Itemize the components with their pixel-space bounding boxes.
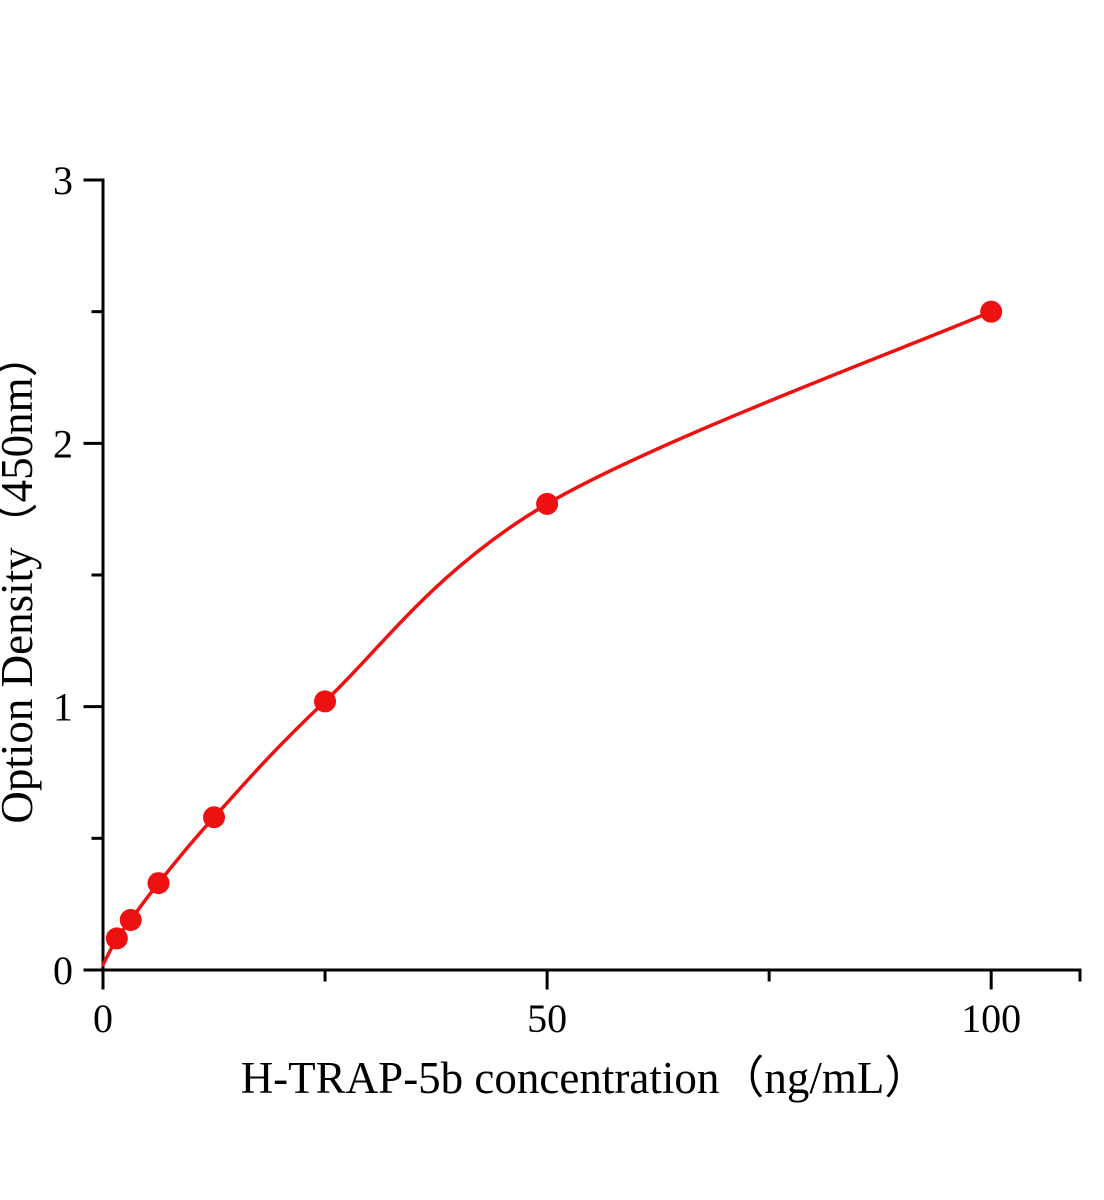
data-point <box>203 806 226 829</box>
y-tick-label: 2 <box>53 421 73 466</box>
x-axis-title: H-TRAP-5b concentration（ng/mL） <box>241 1053 930 1103</box>
data-point <box>147 872 170 895</box>
y-tick-label: 0 <box>53 948 73 993</box>
x-tick-label: 0 <box>93 996 113 1041</box>
y-tick-label: 3 <box>53 158 73 203</box>
x-tick-label: 50 <box>527 996 567 1041</box>
fit-curve <box>101 309 993 967</box>
data-point <box>980 300 1003 323</box>
y-axis-title: Option Density（450nm） <box>0 332 42 823</box>
data-points <box>105 300 1003 950</box>
data-point <box>314 690 337 713</box>
axes <box>83 178 1082 990</box>
data-point <box>105 927 128 950</box>
tick-labels: 0 50 100 0 1 2 3 <box>53 158 1021 1041</box>
data-point <box>119 908 142 931</box>
x-tick-label: 100 <box>961 996 1021 1041</box>
data-point <box>536 492 559 515</box>
y-tick-label: 1 <box>53 685 73 730</box>
